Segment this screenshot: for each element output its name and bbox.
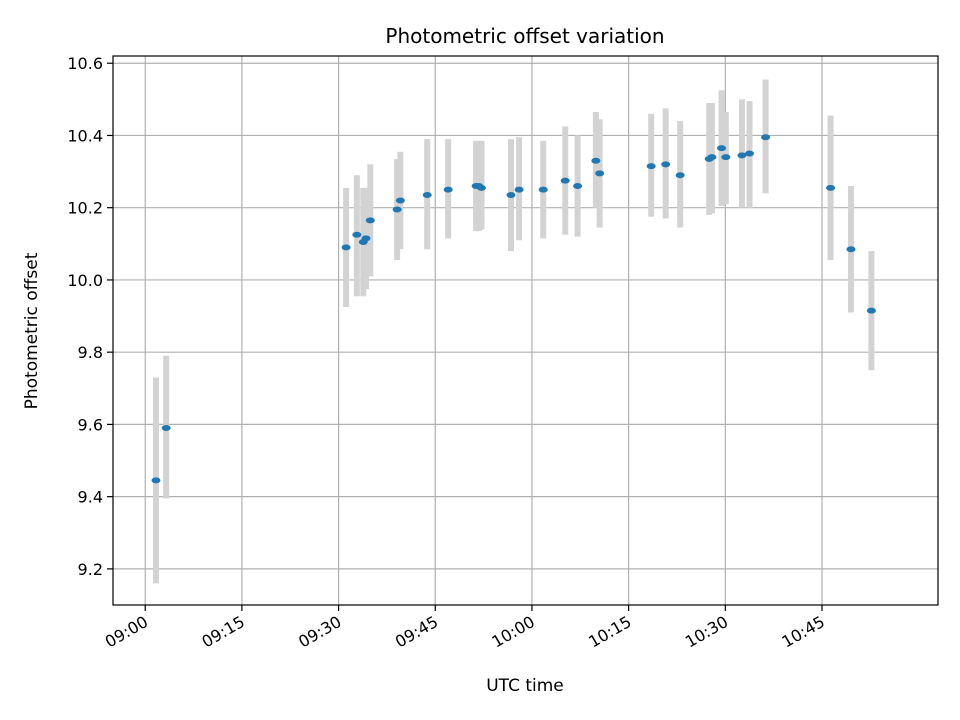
data-point xyxy=(161,425,171,432)
y-tick-label: 10.0 xyxy=(67,271,103,290)
data-markers xyxy=(151,134,876,484)
data-point xyxy=(721,154,731,161)
data-point xyxy=(422,192,432,199)
data-point xyxy=(707,154,717,161)
data-point xyxy=(866,307,876,314)
data-point xyxy=(361,235,371,242)
data-point xyxy=(591,157,601,164)
data-point xyxy=(646,163,656,170)
plot-frame xyxy=(112,55,939,606)
data-point xyxy=(538,186,548,193)
data-point xyxy=(352,231,362,238)
data-point xyxy=(826,184,836,191)
data-point xyxy=(737,152,747,159)
data-point xyxy=(573,183,583,190)
y-tick-label: 9.8 xyxy=(78,343,103,362)
data-point xyxy=(365,217,375,224)
y-axis-label: Photometric offset xyxy=(22,252,42,409)
data-point xyxy=(661,161,671,168)
y-tick-label: 9.6 xyxy=(78,415,103,434)
data-point xyxy=(341,244,351,251)
data-point xyxy=(395,197,405,204)
y-axis-ticks: 9.2 9.4 9.6 9.8 10.0 10.2 10.4 10.6 xyxy=(67,54,113,579)
data-point xyxy=(675,172,685,179)
y-tick-label: 9.2 xyxy=(78,560,103,579)
x-axis-label: UTC time xyxy=(486,676,564,696)
data-point xyxy=(514,186,524,193)
data-point xyxy=(761,134,771,141)
y-tick-label: 10.2 xyxy=(67,199,103,218)
data-point xyxy=(560,177,570,184)
data-point xyxy=(476,184,486,191)
data-point xyxy=(744,150,754,157)
data-point xyxy=(717,145,727,152)
data-point xyxy=(392,206,402,213)
chart-title: Photometric offset variation xyxy=(385,24,664,48)
data-point xyxy=(506,192,516,199)
y-tick-label: 10.6 xyxy=(67,54,103,73)
data-point xyxy=(151,477,161,484)
data-point xyxy=(595,170,605,177)
y-tick-label: 9.4 xyxy=(78,488,103,507)
grid-lines xyxy=(113,56,938,605)
data-point xyxy=(846,246,856,253)
data-point xyxy=(443,186,453,193)
y-tick-label: 10.4 xyxy=(67,126,103,145)
